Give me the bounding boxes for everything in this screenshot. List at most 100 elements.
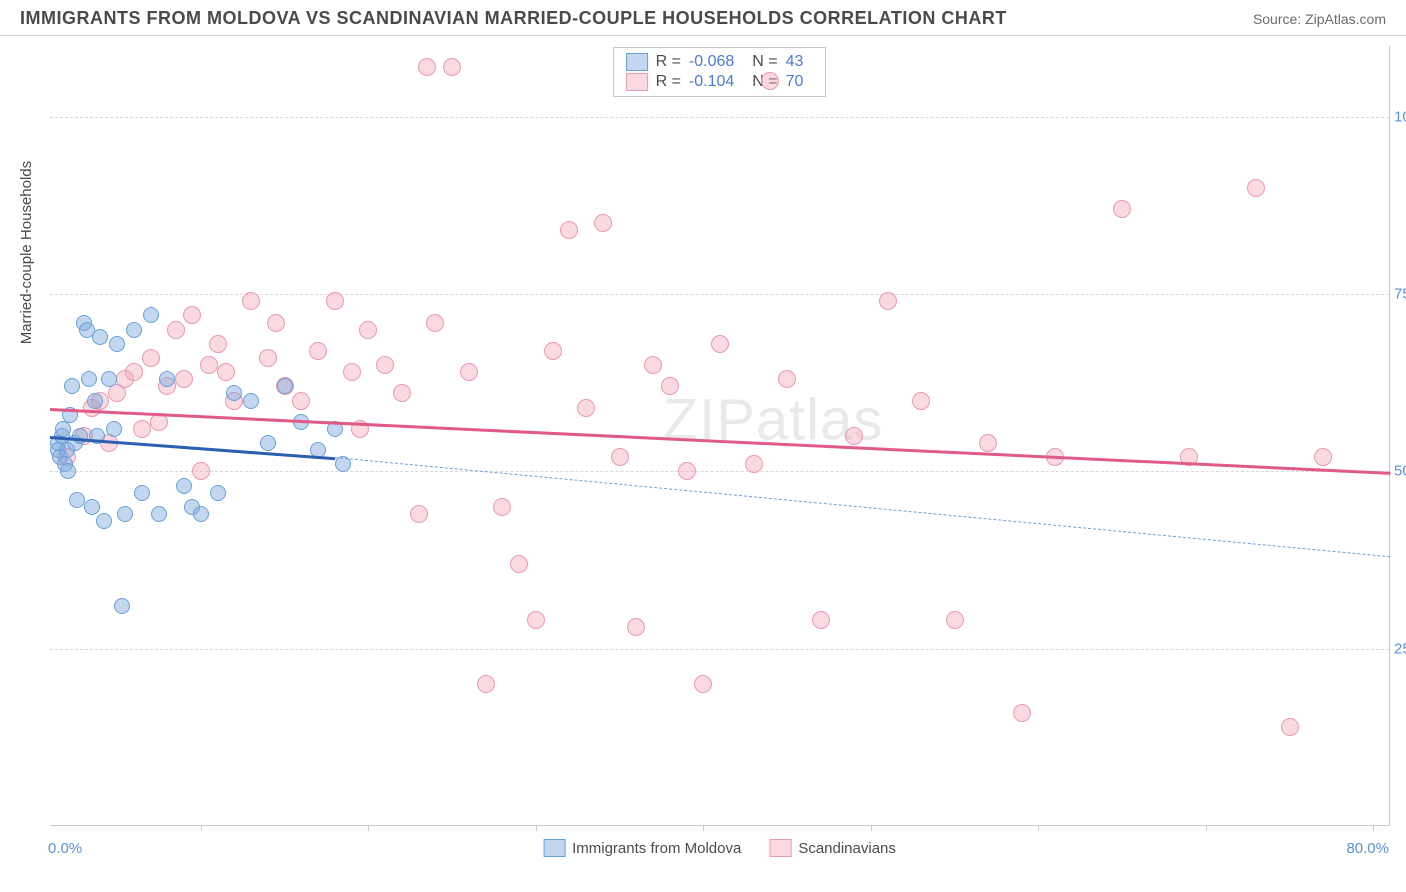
data-point	[1281, 718, 1299, 736]
source-label: Source:	[1253, 11, 1301, 27]
data-point	[200, 356, 218, 374]
legend-n-value: 43	[786, 53, 804, 71]
gridline	[50, 649, 1389, 650]
data-point	[159, 371, 175, 387]
data-point	[1113, 200, 1131, 218]
data-point	[96, 513, 112, 529]
data-point	[192, 462, 210, 480]
data-point	[711, 335, 729, 353]
legend-r-value: -0.104	[689, 73, 734, 91]
data-point	[87, 393, 103, 409]
data-point	[167, 321, 185, 339]
source-name: ZipAtlas.com	[1305, 11, 1386, 27]
data-point	[106, 421, 122, 437]
legend-correlation-row: R =-0.104N =70	[626, 72, 814, 92]
data-point	[243, 393, 259, 409]
data-point	[143, 307, 159, 323]
data-point	[81, 371, 97, 387]
legend-r-value: -0.068	[689, 53, 734, 71]
data-point	[210, 485, 226, 501]
data-point	[259, 349, 277, 367]
chart-header: IMMIGRANTS FROM MOLDOVA VS SCANDINAVIAN …	[0, 0, 1406, 36]
legend-swatch	[626, 53, 648, 71]
data-point	[1013, 704, 1031, 722]
data-point	[912, 392, 930, 410]
data-point	[72, 428, 88, 444]
data-point	[1314, 448, 1332, 466]
data-point	[101, 371, 117, 387]
data-point	[761, 72, 779, 90]
data-point	[183, 306, 201, 324]
data-point	[410, 505, 428, 523]
chart-container: Married-couple Households ZIPatlas R =-0…	[0, 36, 1406, 886]
legend-correlation-row: R =-0.068N =43	[626, 52, 814, 72]
data-point	[151, 506, 167, 522]
data-point	[126, 322, 142, 338]
data-point	[309, 342, 327, 360]
legend-series-label: Immigrants from Moldova	[572, 840, 741, 857]
data-point	[694, 675, 712, 693]
data-point	[359, 321, 377, 339]
data-point	[142, 349, 160, 367]
y-tick-label: 25.0%	[1394, 640, 1406, 657]
data-point	[117, 506, 133, 522]
data-point	[544, 342, 562, 360]
x-tick	[871, 825, 872, 831]
trend-line	[50, 408, 1390, 474]
legend-correlation: R =-0.068N =43R =-0.104N =70	[613, 47, 827, 97]
legend-series-label: Scandinavians	[798, 840, 896, 857]
data-point	[493, 498, 511, 516]
x-tick	[1206, 825, 1207, 831]
data-point	[69, 492, 85, 508]
data-point	[226, 385, 242, 401]
data-point	[879, 292, 897, 310]
data-point	[594, 214, 612, 232]
x-tick	[703, 825, 704, 831]
chart-source: Source: ZipAtlas.com	[1253, 11, 1386, 27]
data-point	[125, 363, 143, 381]
plot-area: ZIPatlas R =-0.068N =43R =-0.104N =70 Im…	[50, 46, 1390, 826]
x-axis-min-label: 0.0%	[48, 840, 82, 857]
y-tick-label: 100.0%	[1394, 108, 1406, 125]
data-point	[84, 499, 100, 515]
data-point	[426, 314, 444, 332]
legend-n-value: 70	[786, 73, 804, 91]
data-point	[644, 356, 662, 374]
legend-swatch	[769, 839, 791, 857]
trend-line	[50, 436, 335, 460]
x-axis-max-label: 80.0%	[1346, 840, 1389, 857]
data-point	[745, 455, 763, 473]
legend-swatch	[626, 73, 648, 91]
y-axis-title: Married-couple Households	[18, 161, 35, 344]
legend-series-item: Immigrants from Moldova	[543, 839, 741, 857]
legend-r-label: R =	[656, 73, 681, 91]
legend-series-item: Scandinavians	[769, 839, 896, 857]
data-point	[812, 611, 830, 629]
data-point	[577, 399, 595, 417]
data-point	[55, 421, 71, 437]
x-tick	[1038, 825, 1039, 831]
data-point	[946, 611, 964, 629]
data-point	[778, 370, 796, 388]
data-point	[343, 363, 361, 381]
x-tick	[536, 825, 537, 831]
data-point	[175, 370, 193, 388]
gridline	[50, 471, 1389, 472]
data-point	[477, 675, 495, 693]
x-tick	[1373, 825, 1374, 831]
data-point	[134, 485, 150, 501]
data-point	[611, 448, 629, 466]
legend-r-label: R =	[656, 53, 681, 71]
data-point	[326, 292, 344, 310]
data-point	[114, 598, 130, 614]
data-point	[267, 314, 285, 332]
y-tick-label: 75.0%	[1394, 286, 1406, 303]
data-point	[510, 555, 528, 573]
data-point	[176, 478, 192, 494]
data-point	[1247, 179, 1265, 197]
data-point	[678, 462, 696, 480]
legend-series: Immigrants from Moldova Scandinavians	[543, 839, 896, 857]
data-point	[60, 463, 76, 479]
data-point	[527, 611, 545, 629]
data-point	[193, 506, 209, 522]
